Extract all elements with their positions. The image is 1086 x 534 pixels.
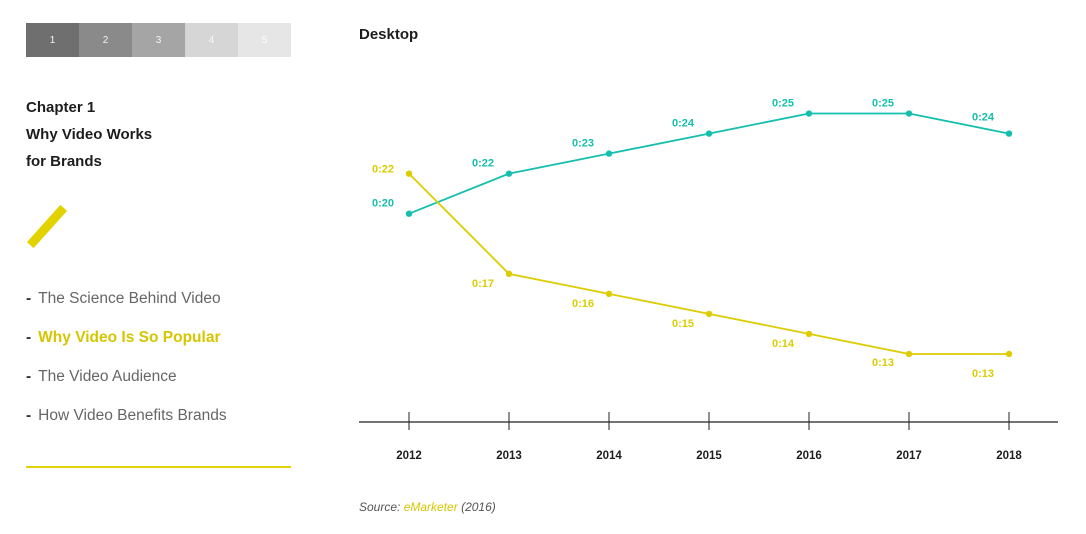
yellow-point-2018 bbox=[1005, 350, 1013, 358]
x-tick-label-2014: 2014 bbox=[596, 450, 622, 462]
page-5-button[interactable]: 5 bbox=[238, 23, 291, 57]
nav-item-science[interactable]: - The Science Behind Video bbox=[26, 290, 227, 329]
x-tick-label-2013: 2013 bbox=[496, 450, 522, 462]
x-tick-label-2015: 2015 bbox=[696, 450, 722, 462]
yellow-label-2015: 0:15 bbox=[672, 318, 694, 330]
nav-item-audience[interactable]: - The Video Audience bbox=[26, 368, 227, 407]
source-note: Source: eMarketer (2016) bbox=[359, 500, 496, 514]
teal-label-2015: 0:24 bbox=[672, 118, 695, 130]
teal-point-2012 bbox=[405, 210, 413, 217]
nav-dash: - bbox=[26, 329, 32, 346]
chart-title: Desktop bbox=[359, 26, 419, 43]
source-link[interactable]: eMarketer bbox=[403, 500, 458, 514]
chapter-pager: 1 2 3 4 5 bbox=[26, 23, 291, 57]
nav-item-benefits[interactable]: - How Video Benefits Brands bbox=[26, 407, 227, 446]
yellow-label-2016: 0:14 bbox=[772, 338, 795, 350]
teal-label-2013: 0:22 bbox=[472, 158, 494, 170]
nav-item-popular[interactable]: - Why Video Is So Popular bbox=[26, 329, 227, 368]
page-2-button[interactable]: 2 bbox=[79, 23, 132, 57]
yellow-point-2015 bbox=[705, 310, 713, 318]
nav-dash: - bbox=[26, 368, 32, 385]
x-tick-label-2017: 2017 bbox=[896, 450, 922, 462]
nav-item-label: The Science Behind Video bbox=[38, 290, 221, 307]
teal-point-2013 bbox=[505, 170, 513, 177]
yellow-point-2012 bbox=[405, 170, 413, 177]
teal-series-line bbox=[408, 112, 1010, 215]
teal-point-2015 bbox=[705, 130, 713, 137]
page-4-button[interactable]: 4 bbox=[185, 23, 238, 57]
teal-label-2014: 0:23 bbox=[572, 138, 594, 150]
teal-label-2017: 0:25 bbox=[872, 98, 894, 110]
sidebar-divider bbox=[26, 466, 291, 468]
chapter-nav: - The Science Behind Video - Why Video I… bbox=[26, 290, 227, 446]
teal-point-2016 bbox=[805, 110, 813, 117]
yellow-label-2017: 0:13 bbox=[872, 357, 894, 369]
yellow-label-2018: 0:13 bbox=[972, 368, 994, 380]
nav-item-label: How Video Benefits Brands bbox=[38, 407, 227, 424]
teal-label-2012: 0:20 bbox=[372, 198, 394, 210]
teal-point-2017 bbox=[905, 110, 913, 117]
teal-point-2014 bbox=[605, 150, 613, 157]
nav-item-label: Why Video Is So Popular bbox=[38, 329, 221, 346]
yellow-series-line bbox=[408, 173, 1009, 355]
nav-dash: - bbox=[26, 290, 32, 307]
yellow-label-2014: 0:16 bbox=[572, 298, 594, 310]
x-tick-label-2012: 2012 bbox=[396, 450, 422, 462]
yellow-label-2013: 0:17 bbox=[472, 278, 494, 290]
page-1-button[interactable]: 1 bbox=[26, 23, 79, 57]
chapter-title-line-1: Why Video Works bbox=[26, 126, 153, 143]
yellow-point-2017 bbox=[905, 350, 913, 358]
yellow-point-2013 bbox=[505, 270, 513, 278]
source-year: (2016) bbox=[461, 500, 496, 514]
yellow-point-2014 bbox=[605, 290, 613, 298]
x-tick-label-2018: 2018 bbox=[996, 450, 1022, 462]
source-prefix: Source: bbox=[359, 500, 401, 514]
chapter-title-line-2: for Brands bbox=[26, 153, 102, 170]
teal-label-2016: 0:25 bbox=[772, 98, 794, 110]
teal-point-2018 bbox=[1005, 130, 1013, 137]
yellow-label-2012: 0:22 bbox=[372, 164, 394, 176]
teal-label-2018: 0:24 bbox=[972, 112, 995, 124]
chapter-number: Chapter 1 bbox=[26, 99, 96, 116]
page-3-button[interactable]: 3 bbox=[132, 23, 185, 57]
chapter-heading: Chapter 1 Why Video Works for Brands bbox=[26, 94, 152, 175]
x-tick-label-2016: 2016 bbox=[796, 450, 822, 462]
nav-item-label: The Video Audience bbox=[38, 368, 177, 385]
nav-dash: - bbox=[26, 407, 32, 424]
yellow-point-2016 bbox=[805, 330, 813, 338]
